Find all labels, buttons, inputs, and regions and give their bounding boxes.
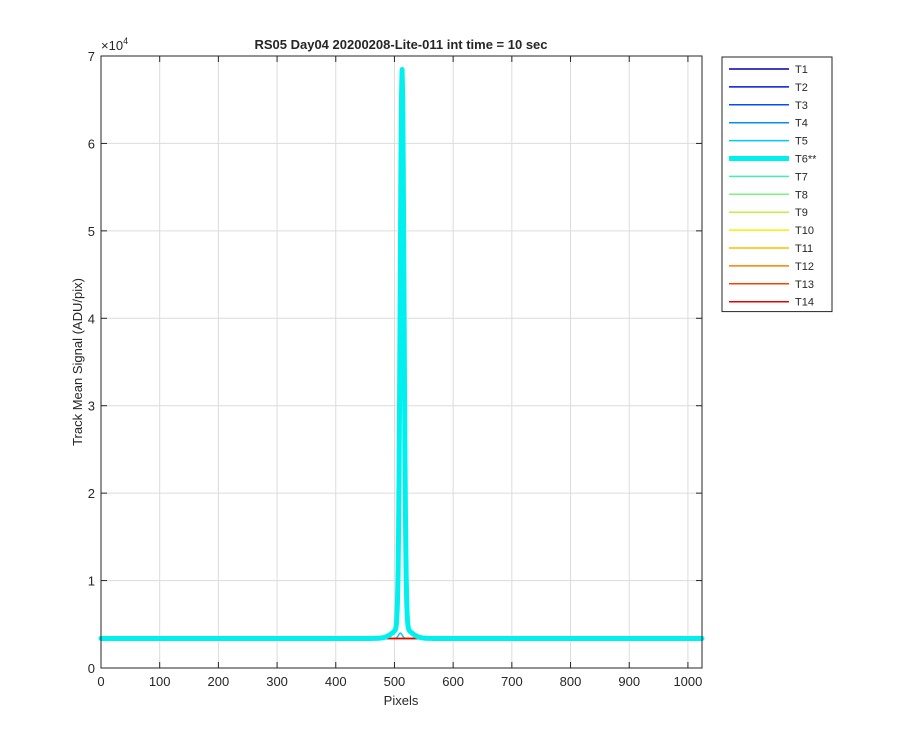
legend-label: T13 [795, 279, 814, 291]
y-tick-label: 0 [88, 661, 95, 676]
legend-label: T9 [795, 207, 808, 219]
series-layer [98, 67, 705, 641]
x-tick-label: 900 [618, 674, 640, 689]
legend-label: T11 [795, 243, 813, 255]
y-exponent-base: ×10 [101, 38, 123, 53]
x-tick-label: 800 [560, 674, 582, 689]
x-tick-label: 100 [149, 674, 171, 689]
y-tick-label: 2 [88, 486, 95, 501]
axes-frame [100, 55, 703, 669]
legend-label: T10 [795, 225, 814, 237]
legend-label: T6** [795, 154, 817, 166]
y-exponent-power: 4 [123, 36, 128, 46]
y-axis-label: Track Mean Signal (ADU/pix) [70, 278, 85, 446]
legend: T1 T2 T3 T4 T5 T6** T7 T8 T9 T10 T11 T12 T13 T14 [721, 56, 833, 313]
y-tick-label: 4 [88, 311, 95, 326]
x-tick-label: 200 [208, 674, 230, 689]
legend-label: T3 [795, 100, 808, 112]
legend-label: T14 [795, 297, 814, 309]
y-tick-label: 1 [88, 574, 95, 589]
legend-label: T5 [795, 136, 808, 148]
x-tick-label: 600 [442, 674, 464, 689]
legend-label: T12 [795, 261, 814, 273]
series-line-t6 [98, 67, 705, 641]
x-tick-label: 0 [97, 674, 104, 689]
x-axis-label: Pixels [384, 693, 419, 708]
legend-label: T2 [795, 82, 808, 94]
chart-title: RS05 Day04 20200208-Lite-011 int time = … [254, 37, 547, 52]
legend-label: T1 [795, 64, 808, 76]
x-tick-label: 400 [325, 674, 347, 689]
axes-box [100, 55, 703, 669]
ticks: 0 100 200 300 400 500 600 700 800 900 1000 0 1 2 3 4 5 6 7 [88, 49, 703, 689]
x-tick-label: 700 [501, 674, 523, 689]
y-tick-label: 7 [88, 49, 95, 64]
legend-label: T8 [795, 189, 808, 201]
x-tick-label: 1000 [673, 674, 702, 689]
y-exponent-label: ×104 [101, 36, 128, 53]
y-tick-label: 5 [88, 224, 95, 239]
legend-label: T4 [795, 118, 808, 130]
y-tick-label: 3 [88, 399, 95, 414]
legend-box [721, 56, 833, 313]
legend-label: T7 [795, 171, 808, 183]
y-tick-label: 6 [88, 136, 95, 151]
y-exponent: ×104 [101, 36, 128, 53]
x-tick-label: 300 [266, 674, 288, 689]
x-tick-label: 500 [384, 674, 406, 689]
